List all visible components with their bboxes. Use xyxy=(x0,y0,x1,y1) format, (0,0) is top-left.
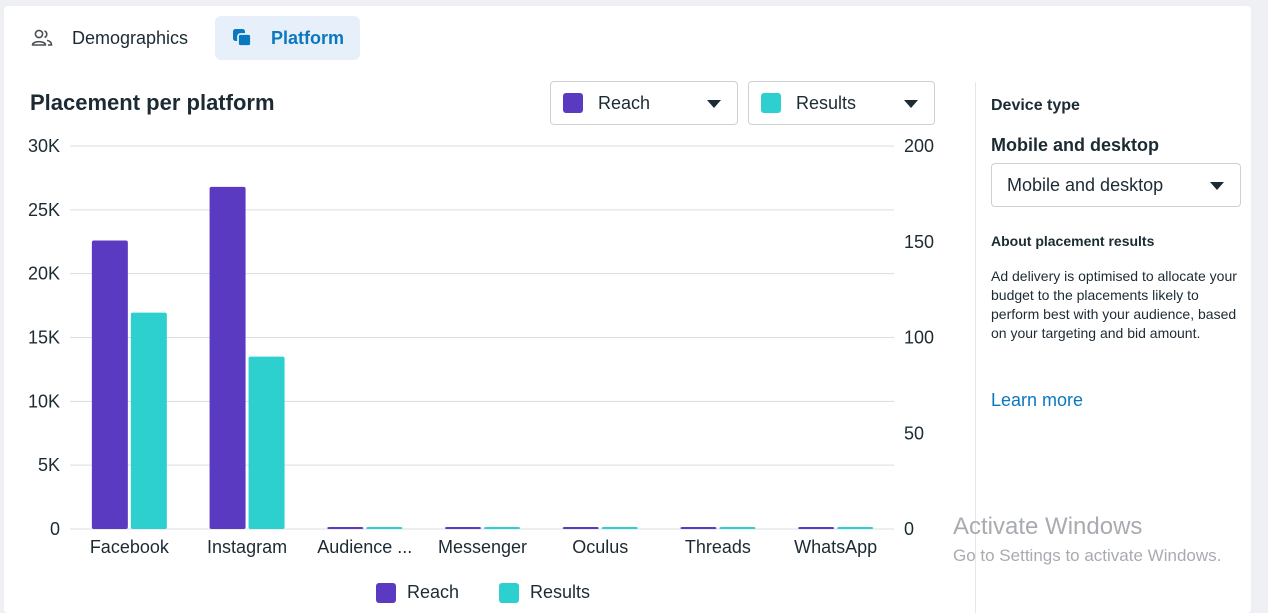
bar-reach xyxy=(798,527,835,529)
bar-reach xyxy=(680,527,717,529)
bar-reach xyxy=(445,527,481,529)
bar-chart: 0 5K 10K 15K 20K 25K 30K 0 50 100 150 200 Facebook In… xyxy=(28,136,934,557)
y-left-tick-label: 5K xyxy=(38,455,60,475)
reach-swatch xyxy=(563,93,583,113)
x-tick-label: Instagram xyxy=(207,537,287,557)
bar-reach xyxy=(91,240,128,529)
bar-results xyxy=(719,527,756,529)
y-right-tick-label: 100 xyxy=(904,328,934,348)
chart-title: Placement per platform xyxy=(30,90,275,115)
x-tick-label: WhatsApp xyxy=(794,537,877,557)
bar-reach xyxy=(562,527,599,529)
bar-results xyxy=(248,356,285,529)
legend-results-swatch xyxy=(499,582,520,603)
bar-results xyxy=(601,527,638,529)
legend-item-reach[interactable]: Reach xyxy=(376,582,459,603)
activate-windows-subtitle: Go to Settings to activate Windows. xyxy=(953,546,1222,565)
x-tick-label: Threads xyxy=(685,537,751,557)
caret-down-icon xyxy=(904,100,918,108)
platform-icon xyxy=(231,26,255,50)
caret-down-icon xyxy=(707,100,721,108)
bar-results xyxy=(484,527,520,529)
device-type-title: Device type xyxy=(991,97,1080,114)
legend-reach-swatch xyxy=(376,582,396,603)
chart-legend: Reach Results xyxy=(376,582,630,603)
device-label: Mobile and desktop xyxy=(991,135,1160,155)
y-left-tick-label: 15K xyxy=(28,328,60,348)
results-select-label: Results xyxy=(796,92,857,113)
bar-results xyxy=(130,312,167,529)
bar-results xyxy=(366,527,403,529)
y-right-tick-label: 50 xyxy=(904,423,924,443)
learn-more-link[interactable]: Learn more xyxy=(991,390,1084,410)
y-left-tick-label: 25K xyxy=(28,200,60,220)
tab-platform-label: Platform xyxy=(271,27,345,48)
reach-metric-select[interactable]: Reach xyxy=(550,81,738,125)
about-placement-title: About placement results xyxy=(991,233,1155,249)
results-metric-select[interactable]: Results xyxy=(748,81,935,125)
x-tick-label: Oculus xyxy=(572,537,628,557)
x-tick-label: Audience ... xyxy=(317,537,412,557)
legend-results-label: Results xyxy=(530,582,591,602)
legend-item-results[interactable]: Results xyxy=(499,582,590,603)
reach-select-label: Reach xyxy=(598,92,651,113)
y-left-tick-label: 30K xyxy=(28,136,60,156)
x-tick-label: Facebook xyxy=(90,537,170,557)
tab-demographics[interactable]: Demographics xyxy=(22,16,202,60)
device-type-select[interactable]: Mobile and desktop xyxy=(991,163,1241,207)
y-right-tick-label: 0 xyxy=(904,519,914,539)
x-tick-label: Messenger xyxy=(438,537,527,557)
y-left-tick-label: 0 xyxy=(50,519,60,539)
results-swatch xyxy=(761,93,781,113)
tab-platform[interactable]: Platform xyxy=(215,16,360,60)
y-left-tick-label: 10K xyxy=(28,391,60,411)
y-left-tick-label: 20K xyxy=(28,264,60,284)
y-right-tick-label: 200 xyxy=(904,136,934,156)
device-select-value: Mobile and desktop xyxy=(1007,174,1164,195)
tab-demographics-label: Demographics xyxy=(72,27,189,48)
bar-reach xyxy=(327,527,364,529)
bar-results xyxy=(837,527,874,529)
caret-down-icon xyxy=(1210,182,1224,190)
legend-reach-label: Reach xyxy=(407,582,460,602)
bar-reach xyxy=(209,186,246,529)
y-right-tick-label: 150 xyxy=(904,232,934,252)
sidebar-divider xyxy=(975,82,976,613)
activate-windows-title: Activate Windows xyxy=(953,513,1143,540)
people-icon xyxy=(30,26,54,50)
about-placement-text: Ad delivery is optimised to allocate you… xyxy=(991,268,1237,341)
